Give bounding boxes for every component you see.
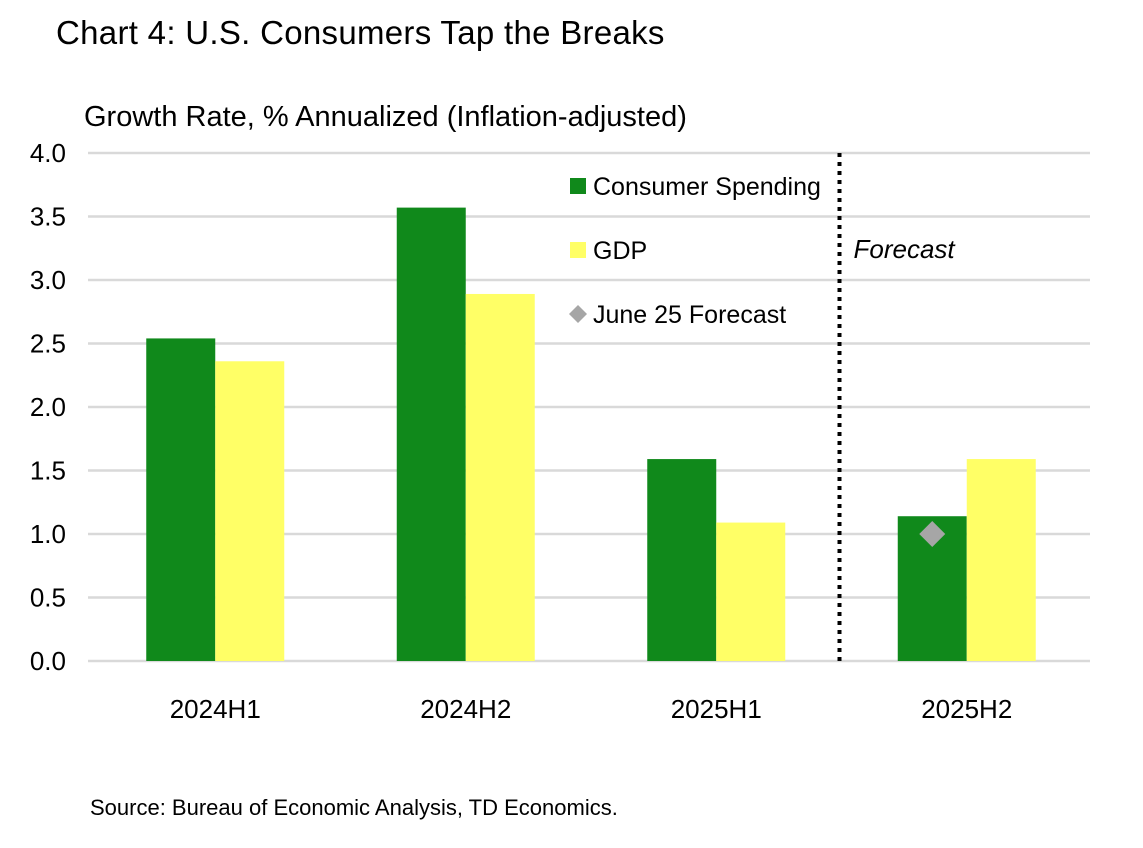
june-forecast-marker <box>919 521 946 547</box>
x-tick-label: 2025H1 <box>671 694 762 724</box>
y-tick-label: 2.0 <box>30 392 66 422</box>
chart-title: Chart 4: U.S. Consumers Tap the Breaks <box>56 14 665 51</box>
bar-gdp-2024h2 <box>465 293 535 661</box>
y-tick-label: 1.5 <box>30 456 66 486</box>
bar-consumer-spending-2024h1 <box>146 338 216 661</box>
x-tick-label: 2024H1 <box>170 694 261 724</box>
legend-swatch <box>570 242 586 258</box>
x-axis-ticks: 2024H1 2024H2 2025H1 2025H2 <box>170 694 1013 724</box>
legend-label: Consumer Spending <box>593 173 821 201</box>
forecast-markers <box>919 521 946 547</box>
y-tick-label: 1.0 <box>30 519 66 549</box>
x-tick-label: 2025H2 <box>921 694 1012 724</box>
y-tick-label: 0.0 <box>30 646 66 676</box>
legend-swatch <box>569 305 587 323</box>
bar-gdp-2025h1 <box>716 522 786 661</box>
y-axis-ticks: 0.0 0.5 1.0 1.5 2.0 2.5 3.0 3.5 4.0 <box>30 138 66 676</box>
legend-label: June 25 Forecast <box>593 301 786 329</box>
source-note: Source: Bureau of Economic Analysis, TD … <box>90 795 618 820</box>
bars <box>146 207 1036 662</box>
bar-gdp-2024h1 <box>215 361 285 661</box>
y-tick-label: 2.5 <box>30 329 66 359</box>
x-tick-label: 2024H2 <box>420 694 511 724</box>
y-tick-label: 0.5 <box>30 583 66 613</box>
legend-label: GDP <box>593 237 647 265</box>
legend: Consumer Spending GDP June 25 Forecast <box>569 173 821 329</box>
y-axis-label: Growth Rate, % Annualized (Inflation-adj… <box>84 101 687 133</box>
bar-consumer-spending-2024h2 <box>396 207 466 662</box>
legend-swatch <box>570 178 586 194</box>
bar-consumer-spending-2025h1 <box>647 459 717 661</box>
y-tick-label: 3.0 <box>30 265 66 295</box>
forecast-annotation: Forecast <box>854 234 957 264</box>
y-tick-label: 3.5 <box>30 202 66 232</box>
y-tick-label: 4.0 <box>30 138 66 168</box>
bar-gdp-2025h2 <box>966 459 1036 661</box>
